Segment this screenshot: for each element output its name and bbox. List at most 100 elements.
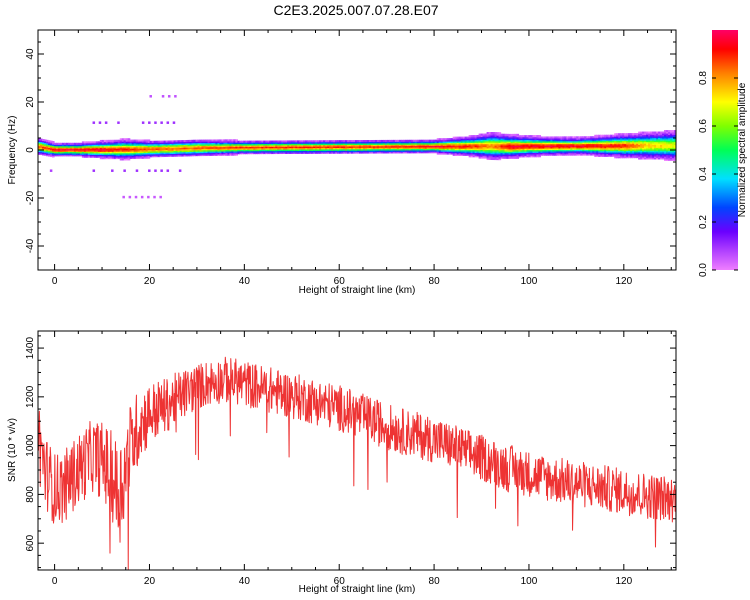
heatmap-cell — [476, 142, 480, 145]
heatmap-cell — [538, 150, 542, 153]
heatmap-cell — [283, 146, 286, 149]
heatmap-cell — [81, 154, 85, 157]
heatmap-cell — [448, 146, 452, 149]
heatmap-cell — [392, 139, 396, 142]
heatmap-cell — [608, 137, 611, 140]
heatmap-cell — [574, 142, 577, 145]
heatmap-cell — [422, 141, 426, 144]
heatmap-cell — [580, 152, 583, 155]
heatmap-cell — [305, 144, 308, 147]
heatmap-cell — [303, 151, 306, 154]
heatmap-cell — [129, 143, 133, 146]
heatmap-cell — [668, 153, 671, 156]
heatmap-cell — [452, 151, 456, 154]
heatmap-cell — [360, 141, 364, 144]
heatmap-cell — [291, 140, 294, 143]
heatmap-cell — [562, 142, 565, 145]
heatmap-cell — [596, 152, 599, 155]
heatmap-cell — [500, 146, 504, 149]
heatmap-cell — [213, 145, 217, 148]
heatmap-cell — [299, 150, 302, 153]
heatmap-cell — [390, 148, 394, 151]
heatmap-cell — [277, 149, 280, 152]
heatmap-cell — [245, 150, 248, 153]
heatmap-cell — [440, 142, 444, 145]
heatmap-cell — [113, 149, 117, 152]
heatmap-cell — [151, 149, 155, 152]
heatmap-cell — [632, 144, 635, 147]
heatmap-cell — [642, 141, 645, 144]
heatmap-cell — [39, 150, 43, 153]
heatmap-cell — [335, 143, 338, 146]
heatmap-cell — [504, 138, 508, 141]
heatmap-cell — [644, 131, 647, 134]
heatmap-cell — [410, 149, 414, 152]
heatmap-cell — [462, 143, 466, 146]
heatmap-cell — [544, 152, 548, 155]
heatmap-cell — [670, 137, 673, 140]
heatmap-cell — [235, 152, 238, 155]
heatmap-cell — [664, 144, 667, 147]
heatmap-cell — [101, 145, 105, 148]
heatmap-cell — [622, 156, 625, 159]
heatmap-cell — [293, 140, 296, 143]
heatmap-cell — [249, 149, 252, 152]
heatmap-cell — [472, 139, 476, 142]
heatmap-cell — [107, 148, 111, 151]
heatmap-cell — [193, 152, 197, 155]
heatmap-cell — [560, 146, 563, 149]
heatmap-cell — [472, 149, 476, 152]
heatmap-cell — [596, 150, 599, 153]
heatmap-cell — [81, 150, 85, 153]
heatmap-cell — [672, 135, 675, 138]
heatmap-cell — [576, 137, 579, 140]
heatmap-cell — [494, 140, 498, 143]
heatmap-cell — [408, 145, 412, 148]
heatmap-cell — [137, 156, 141, 159]
heatmap-cell — [285, 150, 288, 153]
heatmap-cell — [528, 148, 532, 151]
heatmap-cell — [508, 156, 512, 159]
heatmap-cell — [592, 153, 595, 156]
heatmap-cell — [622, 146, 625, 149]
heatmap-cell — [570, 137, 573, 140]
heatmap-cell — [169, 149, 173, 152]
heatmap-cell — [470, 148, 474, 151]
heatmap-cell — [618, 133, 621, 136]
heatmap-cell — [360, 144, 364, 147]
heatmap-cell — [506, 139, 510, 142]
heatmap-cell — [648, 137, 651, 140]
heatmap-cell — [418, 142, 422, 145]
heatmap-cell — [135, 146, 139, 149]
heatmap-cell — [452, 153, 456, 156]
heatmap-cell — [177, 147, 181, 150]
heatmap-cell — [243, 146, 246, 149]
heatmap-cell — [664, 138, 667, 141]
heatmap-cell — [662, 148, 665, 151]
heatmap-cell — [502, 148, 506, 151]
heatmap-cell — [436, 142, 440, 145]
heatmap-cell — [664, 140, 667, 143]
heatmap-cell — [353, 150, 356, 153]
heatmap-cell — [335, 145, 338, 148]
heatmap-cell — [580, 150, 583, 153]
heatmap-cell — [646, 151, 649, 154]
heatmap-cell — [504, 135, 508, 138]
heatmap-cell — [454, 152, 458, 155]
heatmap-cell — [187, 148, 191, 151]
heatmap-cell — [564, 146, 567, 149]
heatmap-cell — [540, 148, 544, 151]
heatmap-cell — [99, 147, 103, 150]
heatmap-cell — [131, 141, 135, 144]
heatmap-cell — [305, 141, 308, 144]
heatmap-cell — [207, 146, 211, 149]
heatmap-cell — [440, 148, 444, 151]
snr-frame — [37, 330, 677, 571]
heatmap-cell — [662, 135, 665, 138]
heatmap-cell — [189, 152, 193, 155]
heatmap-cell — [83, 144, 87, 147]
heatmap-cell — [624, 146, 627, 149]
heatmap-cell — [582, 153, 585, 156]
heatmap-cell — [504, 148, 508, 151]
heatmap-cell — [364, 140, 368, 143]
